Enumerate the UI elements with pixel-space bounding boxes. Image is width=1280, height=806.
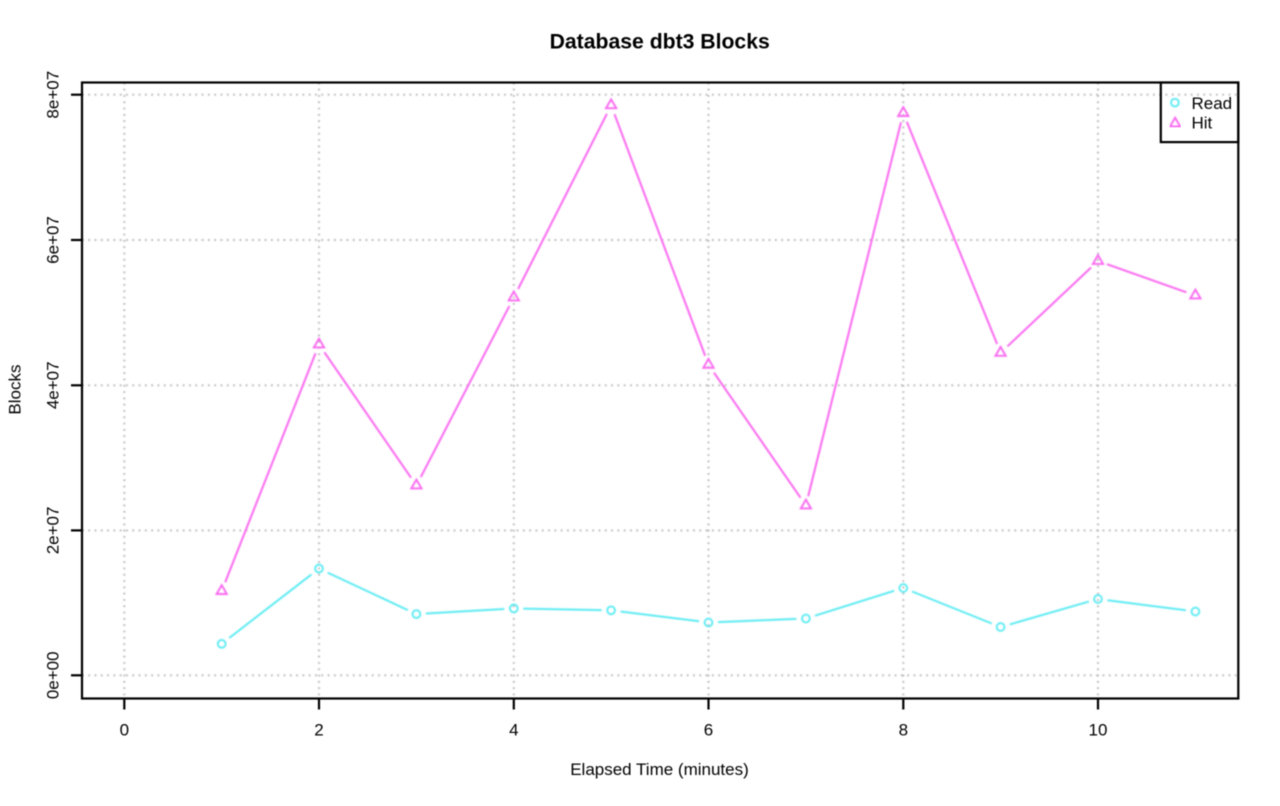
svg-text:Read: Read xyxy=(1192,94,1233,113)
svg-text:2e+07: 2e+07 xyxy=(43,507,62,555)
svg-text:Blocks: Blocks xyxy=(6,365,25,415)
svg-text:0e+00: 0e+00 xyxy=(43,651,62,699)
svg-text:2: 2 xyxy=(314,721,323,740)
svg-text:Hit: Hit xyxy=(1192,114,1213,133)
svg-text:8e+07: 8e+07 xyxy=(43,71,62,119)
svg-text:10: 10 xyxy=(1089,721,1108,740)
svg-text:Elapsed Time (minutes): Elapsed Time (minutes) xyxy=(570,760,749,779)
svg-text:8: 8 xyxy=(899,721,908,740)
svg-text:0: 0 xyxy=(120,721,129,740)
svg-text:6: 6 xyxy=(704,721,713,740)
svg-text:6e+07: 6e+07 xyxy=(43,216,62,264)
svg-text:4: 4 xyxy=(509,721,518,740)
svg-text:4e+07: 4e+07 xyxy=(43,361,62,409)
svg-text:Database dbt3 Blocks: Database dbt3 Blocks xyxy=(550,31,770,54)
